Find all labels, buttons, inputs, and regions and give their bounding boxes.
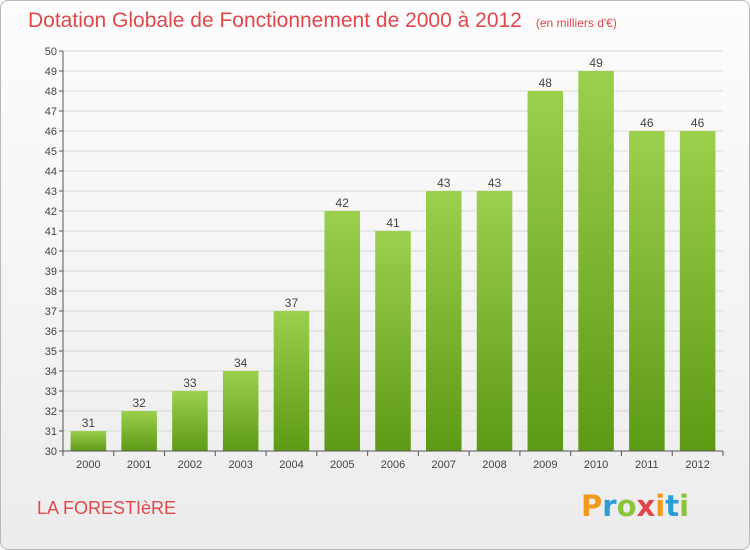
proxiti-logo: Proxiti — [581, 489, 689, 523]
y-tick-label: 31 — [45, 426, 57, 438]
logo-letter: x — [636, 489, 656, 523]
x-tick-label: 2000 — [76, 459, 100, 471]
y-tick-label: 37 — [45, 306, 57, 318]
x-tick-label: 2009 — [533, 459, 557, 471]
logo-letter: o — [616, 489, 637, 523]
x-tick-label: 2011 — [635, 459, 659, 471]
data-label: 31 — [82, 416, 96, 430]
data-label: 42 — [336, 196, 350, 210]
logo-letter: t — [665, 489, 680, 523]
y-tick-label: 41 — [45, 226, 57, 238]
y-tick-label: 39 — [45, 266, 57, 278]
y-tick-label: 32 — [45, 406, 57, 418]
y-tick-label: 45 — [45, 146, 57, 158]
y-tick-label: 50 — [45, 46, 57, 58]
y-tick-label: 46 — [45, 126, 57, 138]
title-text: Dotation Globale de Fonctionnement de 20… — [28, 9, 522, 32]
bar — [426, 191, 462, 451]
y-tick-label: 35 — [45, 346, 57, 358]
bar — [324, 211, 360, 451]
bar — [172, 391, 208, 451]
data-label: 34 — [234, 356, 248, 370]
y-tick-label: 30 — [45, 446, 57, 458]
data-label: 43 — [488, 176, 502, 190]
bar — [527, 91, 564, 451]
x-tick-label: 2001 — [127, 459, 151, 471]
y-tick-label: 42 — [45, 206, 57, 218]
y-tick-label: 33 — [45, 386, 57, 398]
y-tick-label: 34 — [45, 366, 57, 378]
bars — [70, 71, 716, 451]
axes — [62, 51, 723, 452]
y-tick-label: 40 — [45, 246, 57, 258]
bar — [70, 431, 107, 451]
y-tick-label: 48 — [45, 86, 57, 98]
logo-letter: i — [679, 489, 690, 523]
data-label: 46 — [640, 116, 654, 130]
x-tick-label: 2006 — [381, 459, 405, 471]
x-tick-label: 2012 — [685, 459, 709, 471]
y-tick-label: 36 — [45, 326, 57, 338]
logo-letter: r — [602, 489, 617, 523]
commune-name: LA FORESTIèRE — [37, 498, 177, 518]
data-label: 46 — [691, 116, 705, 130]
data-label: 49 — [589, 56, 603, 70]
bar — [121, 411, 157, 451]
data-label: 37 — [285, 296, 299, 310]
chart-subtitle: (en milliers d'€) — [535, 16, 617, 30]
y-axis-ticks: 30 31 32 33 34 35 36 37 38 39 40 41 42 43 44 45 46 47 48 49… — [45, 46, 63, 458]
bar — [375, 231, 411, 451]
bar — [476, 191, 513, 451]
bar — [578, 71, 614, 451]
y-tick-label: 47 — [45, 106, 57, 118]
data-label: 43 — [437, 176, 451, 190]
data-label: 32 — [132, 396, 146, 410]
y-tick-label: 49 — [45, 66, 57, 78]
chart-title: Dotation Globale de Fonctionnement de 20… — [28, 9, 617, 33]
bar — [222, 371, 259, 451]
x-tick-label: 2008 — [482, 459, 506, 471]
x-tick-label: 2007 — [432, 459, 456, 471]
y-tick-label: 44 — [45, 166, 57, 178]
data-labels: 31 32 33 34 37 42 41 43 43 48 49 46 46 — [82, 56, 705, 430]
x-tick-label: 2004 — [279, 459, 303, 471]
data-label: 33 — [183, 376, 197, 390]
x-tick-label: 2003 — [228, 459, 252, 471]
data-label: 41 — [386, 216, 400, 230]
y-tick-label: 43 — [45, 186, 57, 198]
bar — [629, 131, 665, 451]
bar — [679, 131, 716, 451]
bar — [273, 311, 310, 451]
x-axis-ticks: 2000 2001 2002 2003 2004 2005 2006 2007 2008 2009… — [62, 451, 724, 471]
x-tick-label: 2005 — [330, 459, 354, 471]
logo-letter: i — [655, 489, 666, 523]
logo-letter: P — [581, 489, 603, 523]
y-tick-label: 38 — [45, 286, 57, 298]
data-label: 48 — [539, 76, 553, 90]
x-tick-label: 2010 — [584, 459, 608, 471]
x-tick-label: 2002 — [178, 459, 202, 471]
